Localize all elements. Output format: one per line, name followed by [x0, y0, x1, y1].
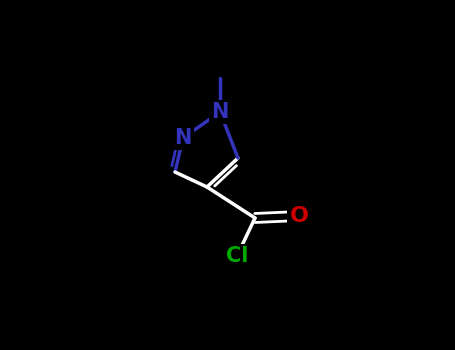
- Text: N: N: [211, 102, 229, 122]
- Text: Cl: Cl: [226, 246, 248, 266]
- Text: O: O: [289, 206, 308, 226]
- Text: N: N: [174, 128, 192, 148]
